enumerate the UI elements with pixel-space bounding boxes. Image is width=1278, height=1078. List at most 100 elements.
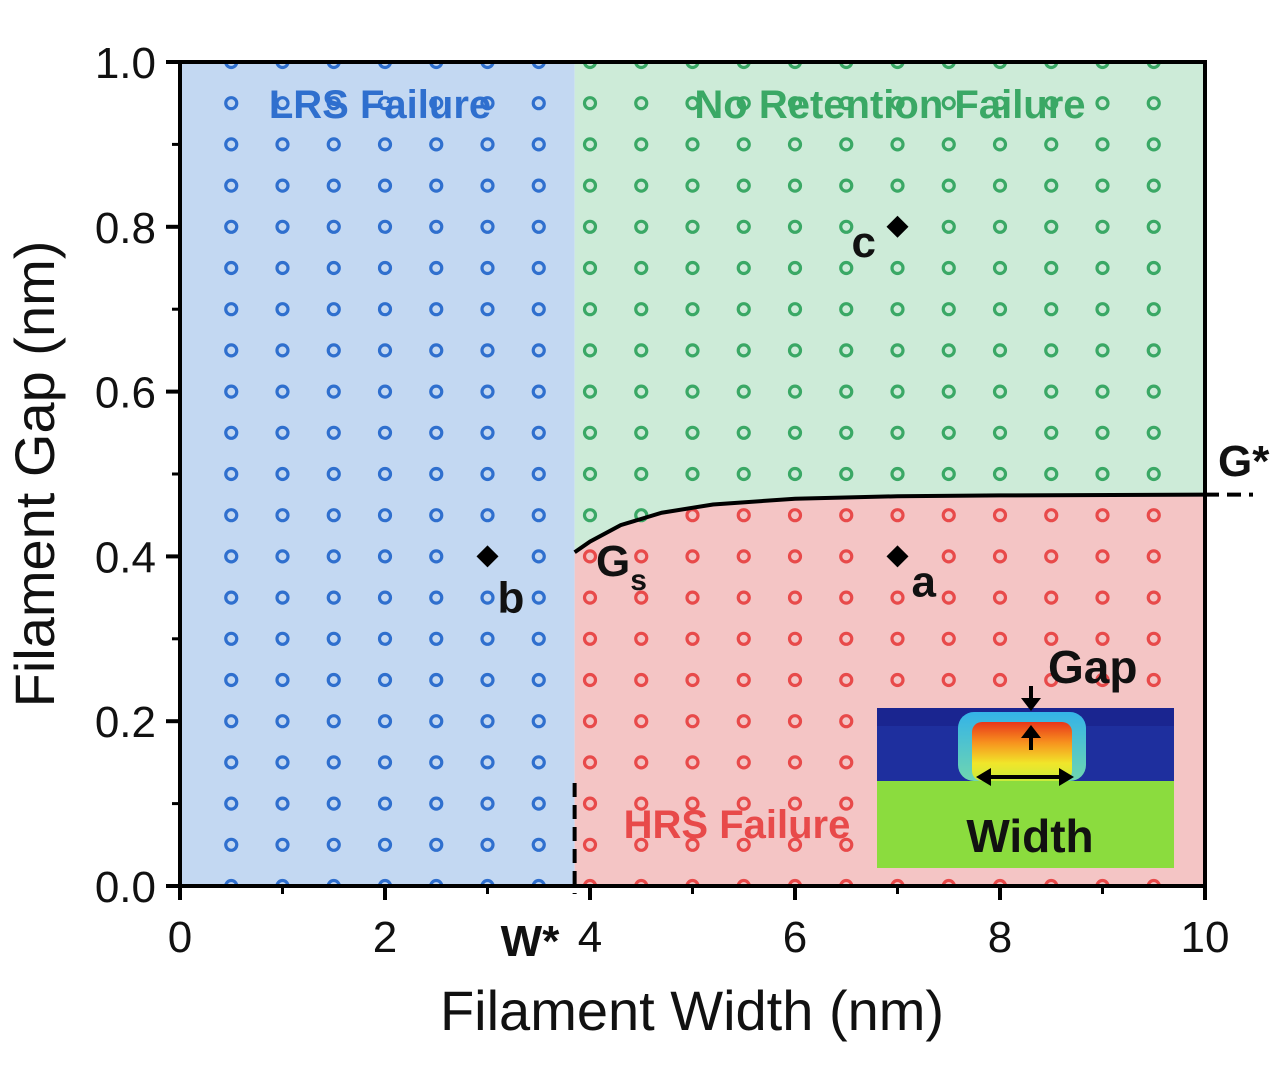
sample-marker <box>224 837 239 852</box>
sample-marker <box>480 714 495 729</box>
lrs-region <box>180 62 575 886</box>
sample-marker <box>941 466 956 482</box>
sample-marker <box>377 178 393 193</box>
sample-marker <box>480 96 495 111</box>
sample-marker <box>787 878 803 886</box>
sample-marker <box>736 714 751 729</box>
sample-marker <box>377 302 393 317</box>
sample-marker <box>736 96 751 111</box>
sample-marker <box>480 178 495 193</box>
point-c-label: c <box>852 218 876 267</box>
sample-marker <box>634 878 649 886</box>
sample-marker <box>480 672 495 688</box>
sample-marker <box>326 343 341 358</box>
x-tick-label: 10 <box>1181 913 1230 962</box>
sample-marker <box>275 755 290 770</box>
sample-marker <box>736 343 751 358</box>
sample-marker <box>1044 178 1059 193</box>
sample-marker <box>582 302 598 317</box>
sample-marker <box>224 96 239 111</box>
sample-marker <box>839 178 854 193</box>
sample-marker <box>992 178 1008 193</box>
sample-marker <box>685 343 700 358</box>
sample-marker <box>787 62 803 70</box>
sample-marker <box>1044 549 1059 564</box>
sample-marker <box>634 549 649 564</box>
sample-marker <box>634 302 649 317</box>
sample-marker <box>224 672 239 688</box>
sample-marker <box>480 302 495 317</box>
sample-marker <box>224 425 239 440</box>
sample-marker <box>531 62 546 70</box>
sample-marker <box>275 549 290 564</box>
sample-marker <box>480 137 495 152</box>
sample-marker <box>326 466 341 482</box>
sample-marker <box>582 96 598 111</box>
sample-marker <box>1044 672 1059 688</box>
sample-marker <box>1146 302 1161 317</box>
sample-marker <box>326 508 341 523</box>
sample-marker <box>224 219 239 234</box>
sample-marker <box>992 590 1008 605</box>
y-tick-label: 0.6 <box>95 369 156 418</box>
sample-marker <box>634 755 649 770</box>
sample-marker <box>634 672 649 688</box>
sample-marker <box>634 96 649 111</box>
sample-marker <box>480 260 495 276</box>
sample-marker <box>377 837 393 852</box>
sample-marker <box>480 590 495 605</box>
sample-marker <box>275 260 290 276</box>
sample-marker <box>275 796 290 811</box>
sample-marker <box>275 343 290 358</box>
sample-marker <box>685 878 700 886</box>
inset-filament-core <box>972 722 1072 781</box>
sample-marker <box>377 425 393 440</box>
sample-marker <box>634 796 649 811</box>
sample-marker <box>941 672 956 688</box>
sample-marker <box>224 466 239 482</box>
sample-marker <box>377 549 393 564</box>
sample-marker <box>634 343 649 358</box>
sample-marker <box>582 384 598 399</box>
sample-marker <box>941 302 956 317</box>
sample-marker <box>275 590 290 605</box>
sample-marker <box>377 137 393 152</box>
sample-marker <box>736 590 751 605</box>
sample-marker <box>787 260 803 276</box>
sample-marker <box>429 343 444 358</box>
sample-marker <box>839 631 854 646</box>
sample-marker <box>1095 96 1110 111</box>
sample-marker <box>1095 219 1110 234</box>
sample-marker <box>429 672 444 688</box>
sample-marker <box>1146 62 1161 70</box>
sample-marker <box>839 590 854 605</box>
sample-marker <box>736 837 751 852</box>
sample-marker <box>992 302 1008 317</box>
point-b-label: b <box>498 573 525 622</box>
sample-marker <box>685 672 700 688</box>
x-axis-title: Filament Width (nm) <box>440 979 944 1042</box>
sample-marker <box>480 343 495 358</box>
sample-marker <box>582 549 598 564</box>
sample-marker <box>429 384 444 399</box>
sample-marker <box>736 62 751 70</box>
sample-marker <box>787 96 803 111</box>
sample-marker <box>839 425 854 440</box>
sample-marker <box>1146 425 1161 440</box>
sample-marker <box>992 466 1008 482</box>
sample-marker <box>890 62 905 70</box>
sample-marker <box>992 672 1008 688</box>
sample-marker <box>839 260 854 276</box>
sample-marker <box>326 96 341 111</box>
x-tick-label: 0 <box>168 913 192 962</box>
sample-marker <box>890 672 905 688</box>
sample-marker <box>685 178 700 193</box>
sample-marker <box>787 631 803 646</box>
y-axis-ticks: 0.0 0.2 0.4 0.6 0.8 1.0 <box>95 39 180 912</box>
sample-marker <box>326 178 341 193</box>
sample-marker <box>685 466 700 482</box>
sample-marker <box>377 796 393 811</box>
sample-marker <box>429 631 444 646</box>
sample-marker <box>480 878 495 886</box>
sample-marker <box>1146 96 1161 111</box>
